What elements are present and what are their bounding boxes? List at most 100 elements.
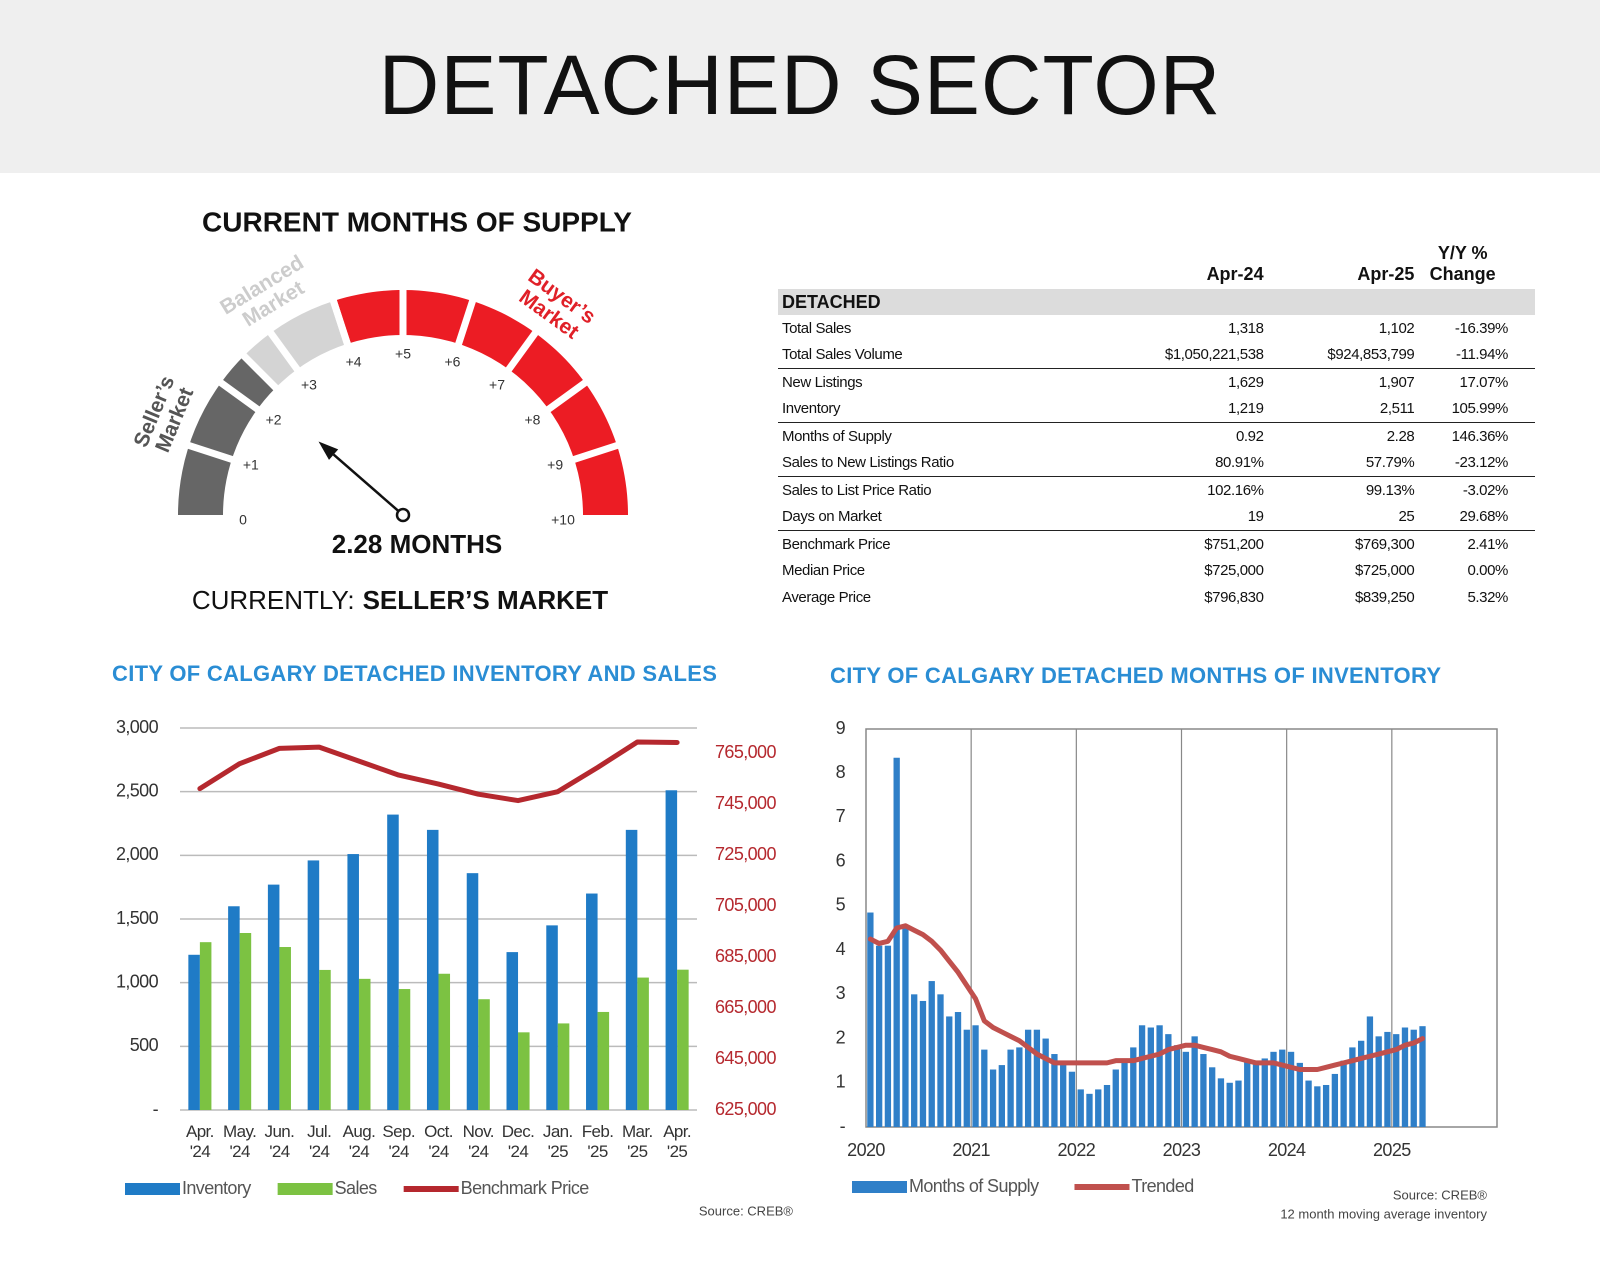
legend-label: Months of Supply — [909, 1176, 1039, 1196]
legend-label: Trended — [1131, 1176, 1193, 1196]
y-tick-label: 1 — [836, 1072, 846, 1092]
source-note: Source: CREB® — [699, 1203, 794, 1218]
y-tick-label: 1,500 — [116, 908, 159, 928]
y2-tick-label: 765,000 — [715, 742, 776, 762]
chart-title: CITY OF CALGARY DETACHED INVENTORY AND S… — [112, 661, 717, 686]
bar — [307, 860, 320, 1110]
gauge-zone — [333, 290, 628, 515]
table-row: Sales to New Listings Ratio 80.91% 57.79% -… — [778, 449, 1535, 477]
table-cell: 1,318 — [1228, 319, 1264, 337]
gauge-tick-label: +10 — [551, 512, 575, 528]
bar — [597, 1011, 610, 1110]
bar — [937, 994, 944, 1127]
table-row: Total Sales Volume $1,050,221,538 $924,853… — [778, 341, 1535, 369]
bar — [867, 912, 874, 1127]
table-cell: 102.16% — [1207, 481, 1264, 499]
x-tick-label: Sep. '24 — [382, 1122, 415, 1161]
table-cell: 19 — [1112, 503, 1264, 531]
stats-table: Apr-24 Apr-25 Y/Y % Change DETACHED Tota… — [778, 237, 1535, 611]
table-cell: 29.68% — [1414, 503, 1535, 531]
gauge-tick — [454, 297, 477, 348]
bar — [466, 873, 479, 1110]
bar — [1349, 1047, 1356, 1127]
bar — [1340, 1060, 1347, 1127]
x-tick-label: Jul. '24 — [307, 1122, 332, 1161]
table-cell: Inventory — [778, 395, 1113, 423]
gauge-tick-label: +7 — [489, 376, 505, 392]
bar — [998, 1065, 1005, 1127]
line-series — [867, 923, 1426, 1073]
table-row: Total Sales 1,318 1,102 -16.39% — [778, 315, 1535, 342]
bar — [1261, 1058, 1268, 1127]
table-cell: Total Sales — [782, 319, 851, 337]
bar — [347, 854, 359, 1110]
status-value: SELLER’S MARKET — [363, 585, 609, 615]
bar — [398, 989, 411, 1110]
y2-tick-label: 625,000 — [715, 1099, 776, 1119]
bar — [1358, 1040, 1365, 1127]
y2-tick-label: 665,000 — [715, 997, 776, 1017]
table-cell: $769,300 — [1354, 535, 1415, 553]
bar — [1200, 1054, 1207, 1127]
bar — [1024, 1029, 1032, 1127]
x-tick-label: 2020 — [847, 1140, 885, 1160]
bar — [267, 884, 280, 1110]
y-tick-label: 2,500 — [116, 780, 159, 800]
x-tick-label: Jun. '24 — [264, 1122, 295, 1161]
bar — [1156, 1025, 1163, 1127]
legend-swatch — [125, 1183, 180, 1195]
bar — [586, 893, 598, 1110]
bar — [1086, 1093, 1093, 1127]
table-row: Days on Market 19 25 29.68% — [778, 503, 1535, 531]
bar — [188, 954, 200, 1110]
bar — [518, 1032, 530, 1110]
table-cell: 2.28 — [1386, 427, 1415, 445]
section-row: DETACHED — [778, 289, 1535, 315]
table-cell: $751,200 — [1204, 535, 1264, 553]
header-cell: Apr-25 — [1357, 264, 1415, 284]
legend-swatch — [277, 1183, 333, 1195]
header-cell — [778, 237, 1113, 289]
table-cell: 57.79% — [1263, 449, 1415, 477]
chart-title: CITY OF CALGARY DETACHED MONTHS OF INVEN… — [830, 663, 1441, 688]
bar — [1375, 1036, 1382, 1127]
bar — [1305, 1080, 1312, 1127]
header-cell: Y/Y % Change — [1429, 243, 1496, 284]
x-tick-label: Nov. '24 — [462, 1122, 495, 1161]
table-header: Apr-24 Apr-25 Y/Y % Change — [778, 237, 1535, 289]
table-cell: $924,853,799 — [1263, 341, 1415, 369]
table-cell: 25 — [1263, 503, 1415, 531]
gauge-value-label: 2.28 MONTHS — [332, 529, 503, 559]
bar — [1279, 1049, 1286, 1127]
bar — [625, 829, 638, 1110]
y2-tick-label: 645,000 — [715, 1048, 776, 1068]
source-note: Source: CREB® — [1393, 1187, 1488, 1202]
y-tick-label: 2,000 — [116, 844, 159, 864]
bar — [1077, 1089, 1084, 1127]
bar — [911, 994, 918, 1127]
status-prefix: CURRENTLY: — [192, 585, 355, 615]
gauge-tick-label: +4 — [346, 354, 362, 370]
table-cell: Benchmark Price — [782, 535, 891, 553]
table-cell: 2,511 — [1263, 395, 1415, 423]
x-tick-label: Apr. '24 — [185, 1122, 214, 1161]
line-series — [197, 739, 680, 804]
y-tick-label: 6 — [836, 850, 846, 870]
bar — [637, 977, 649, 1110]
table-cell: $839,250 — [1354, 588, 1415, 606]
bar — [1182, 1051, 1190, 1127]
bar — [546, 925, 558, 1110]
gauge-tick-label: +5 — [395, 346, 411, 362]
bar — [875, 945, 883, 1127]
table-cell: 1,907 — [1378, 373, 1415, 391]
table-cell: $796,830 — [1204, 588, 1264, 606]
x-tick-label: 2021 — [952, 1140, 990, 1160]
table-cell: Days on Market — [778, 503, 1113, 531]
table-cell: 99.13% — [1365, 481, 1415, 499]
table-cell: $1,050,221,538 — [1112, 341, 1264, 369]
bar — [1209, 1067, 1216, 1127]
x-tick-label: 2022 — [1058, 1140, 1096, 1160]
table-cell: -3.02% — [1462, 481, 1509, 499]
bar — [1095, 1089, 1102, 1127]
